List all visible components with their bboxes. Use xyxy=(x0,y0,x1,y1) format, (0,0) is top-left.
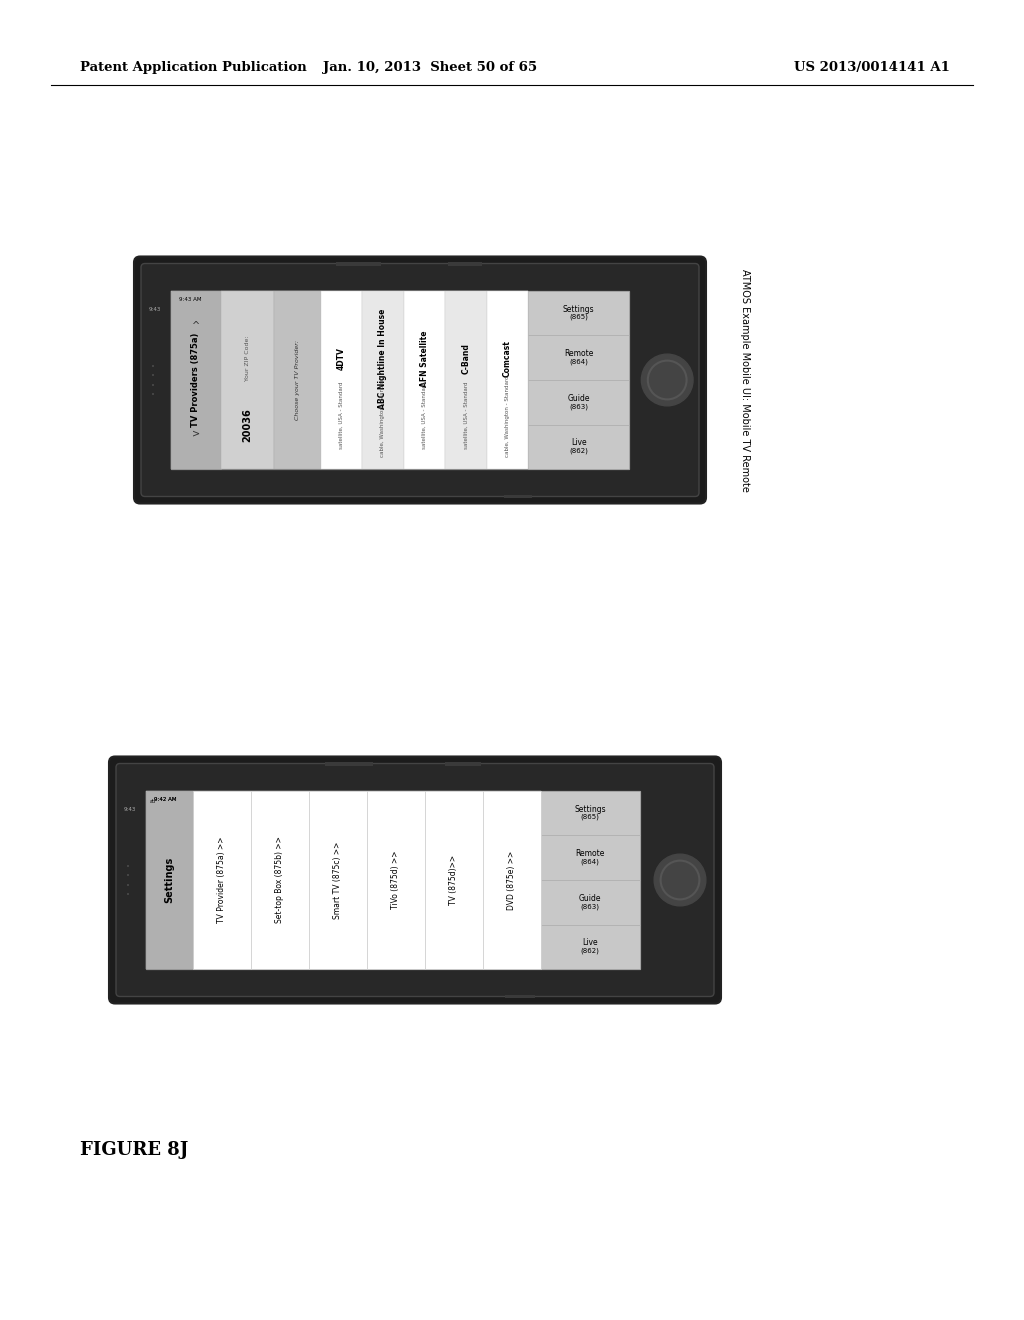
Bar xyxy=(504,495,532,498)
Text: (862): (862) xyxy=(581,948,600,954)
Bar xyxy=(274,290,321,470)
Bar xyxy=(171,290,629,470)
Text: 9:43: 9:43 xyxy=(124,807,136,812)
Bar xyxy=(309,791,367,969)
Bar xyxy=(127,865,129,867)
Bar xyxy=(145,791,640,969)
Circle shape xyxy=(654,854,706,906)
Bar xyxy=(152,393,154,395)
Bar xyxy=(425,791,483,969)
Text: Live: Live xyxy=(570,438,587,447)
Text: atl: atl xyxy=(150,799,156,804)
Bar xyxy=(145,791,193,969)
Text: 9:42 AM: 9:42 AM xyxy=(154,797,176,801)
Text: TV (875d)>>: TV (875d)>> xyxy=(450,855,459,906)
Bar xyxy=(152,384,154,385)
Text: Your ZIP Code:: Your ZIP Code: xyxy=(245,335,250,381)
Bar xyxy=(528,290,629,470)
Text: Comcast: Comcast xyxy=(503,341,512,378)
Bar xyxy=(171,290,220,470)
Bar xyxy=(403,290,445,470)
Bar xyxy=(127,894,129,895)
Text: 20036: 20036 xyxy=(243,408,253,441)
Bar xyxy=(220,290,274,470)
Bar xyxy=(171,290,528,470)
Text: Patent Application Publication: Patent Application Publication xyxy=(80,62,307,74)
Text: Remote: Remote xyxy=(575,849,605,858)
FancyBboxPatch shape xyxy=(141,264,699,496)
Text: (863): (863) xyxy=(569,403,588,409)
Text: satellite, USA - Standard: satellite, USA - Standard xyxy=(464,381,468,450)
FancyBboxPatch shape xyxy=(134,256,706,503)
Text: (862): (862) xyxy=(569,447,588,454)
Text: TV Providers (875a): TV Providers (875a) xyxy=(191,333,200,428)
Text: 9:43 AM: 9:43 AM xyxy=(178,297,201,302)
Text: Choose your TV Provider:: Choose your TV Provider: xyxy=(295,341,300,420)
Bar xyxy=(445,290,486,470)
Text: Remote: Remote xyxy=(564,350,593,358)
Bar xyxy=(483,791,541,969)
Text: Set-top Box (875b) >>: Set-top Box (875b) >> xyxy=(275,837,285,924)
Bar xyxy=(486,290,528,470)
Text: Settings: Settings xyxy=(563,305,594,314)
Text: satellite, USA - Standard: satellite, USA - Standard xyxy=(339,381,344,450)
Bar xyxy=(445,762,481,766)
Bar xyxy=(362,290,403,470)
Text: satellite, USA - Standard: satellite, USA - Standard xyxy=(422,381,427,450)
Text: US 2013/0014141 A1: US 2013/0014141 A1 xyxy=(795,62,950,74)
Text: Smart TV (875c) >>: Smart TV (875c) >> xyxy=(334,841,342,919)
Text: Settings: Settings xyxy=(164,857,174,903)
Text: DVD (875e) >>: DVD (875e) >> xyxy=(507,850,516,909)
Bar xyxy=(325,762,373,766)
Text: 9:43: 9:43 xyxy=(150,308,162,312)
Text: 4DTV: 4DTV xyxy=(337,347,346,370)
Text: AFN Satellite: AFN Satellite xyxy=(420,330,429,387)
Bar xyxy=(152,364,154,367)
Text: (865): (865) xyxy=(581,813,600,820)
Bar xyxy=(127,883,129,886)
Bar xyxy=(127,874,129,876)
Bar xyxy=(251,791,309,969)
Text: TV Provider (875a) >>: TV Provider (875a) >> xyxy=(217,837,226,923)
Text: Guide: Guide xyxy=(567,393,590,403)
Text: ^: ^ xyxy=(191,321,200,331)
Bar xyxy=(193,791,251,969)
Text: cable, Washington - Standard: cable, Washington - Standard xyxy=(381,375,385,457)
Text: ABC Nightline In House: ABC Nightline In House xyxy=(379,309,387,409)
Bar xyxy=(505,995,535,998)
Text: FIGURE 8J: FIGURE 8J xyxy=(80,1140,188,1159)
Bar xyxy=(449,261,481,265)
FancyBboxPatch shape xyxy=(116,763,714,997)
Text: (864): (864) xyxy=(569,359,588,364)
Text: cable, Washington - Standard: cable, Washington - Standard xyxy=(505,375,510,457)
Text: (864): (864) xyxy=(581,858,600,865)
Text: TiVo (875d) >>: TiVo (875d) >> xyxy=(391,851,400,909)
Text: 9:42 AM: 9:42 AM xyxy=(154,797,176,801)
Text: Settings: Settings xyxy=(574,804,606,813)
Text: (863): (863) xyxy=(581,903,600,909)
Text: ATMOS Example Mobile UI: Mobile TV Remote: ATMOS Example Mobile UI: Mobile TV Remot… xyxy=(740,268,750,491)
Bar xyxy=(367,791,425,969)
Bar xyxy=(152,375,154,376)
Bar xyxy=(321,290,362,470)
Text: Guide: Guide xyxy=(579,894,601,903)
Circle shape xyxy=(641,354,693,405)
Text: Jan. 10, 2013  Sheet 50 of 65: Jan. 10, 2013 Sheet 50 of 65 xyxy=(323,62,537,74)
Text: (865): (865) xyxy=(569,314,588,321)
FancyBboxPatch shape xyxy=(109,756,721,1003)
Text: >: > xyxy=(191,429,200,438)
Bar xyxy=(145,791,541,969)
Bar xyxy=(541,791,640,969)
Text: Live: Live xyxy=(583,939,598,948)
Text: C-Band: C-Band xyxy=(462,343,470,374)
Bar xyxy=(336,261,381,265)
